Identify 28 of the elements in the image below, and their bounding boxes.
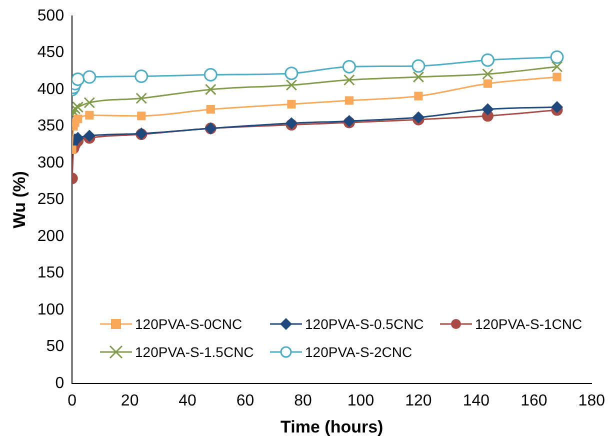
x-tick-label: 60 [236,392,254,410]
legend-label: 120PVA-S-2CNC [305,344,412,360]
y-tick-label: 500 [37,7,64,24]
y-tick-label: 100 [37,301,64,318]
x-tick-label: 40 [178,392,197,410]
legend-label: 120PVA-S-0.5CNC [305,316,424,332]
y-tick-label: 300 [37,154,64,172]
x-tick-label: 0 [68,392,77,410]
y-tick-label: 450 [37,44,64,62]
y-tick-label: 350 [37,118,64,135]
y-axis-title: Wu (%) [10,171,29,228]
y-tick-label: 400 [37,80,64,98]
legend-label: 120PVA-S-1.5CNC [135,344,254,360]
y-tick-label: 150 [37,264,64,282]
x-tick-label: 160 [520,392,548,410]
legend-label: 120PVA-S-1CNC [475,316,582,332]
y-tick-label: 0 [55,374,64,392]
x-tick-label: 20 [120,392,139,410]
x-axis-title: Time (hours) [280,417,384,436]
x-tick-label: 80 [294,392,312,410]
y-tick-label: 250 [37,191,64,208]
x-tick-label: 140 [462,392,490,410]
x-tick-label: 120 [405,392,432,410]
x-tick-label: 100 [347,392,374,410]
legend-label: 120PVA-S-0CNC [135,316,242,332]
y-tick-label: 50 [46,338,64,356]
y-tick-label: 200 [37,228,64,245]
x-tick-label: 180 [578,392,606,410]
